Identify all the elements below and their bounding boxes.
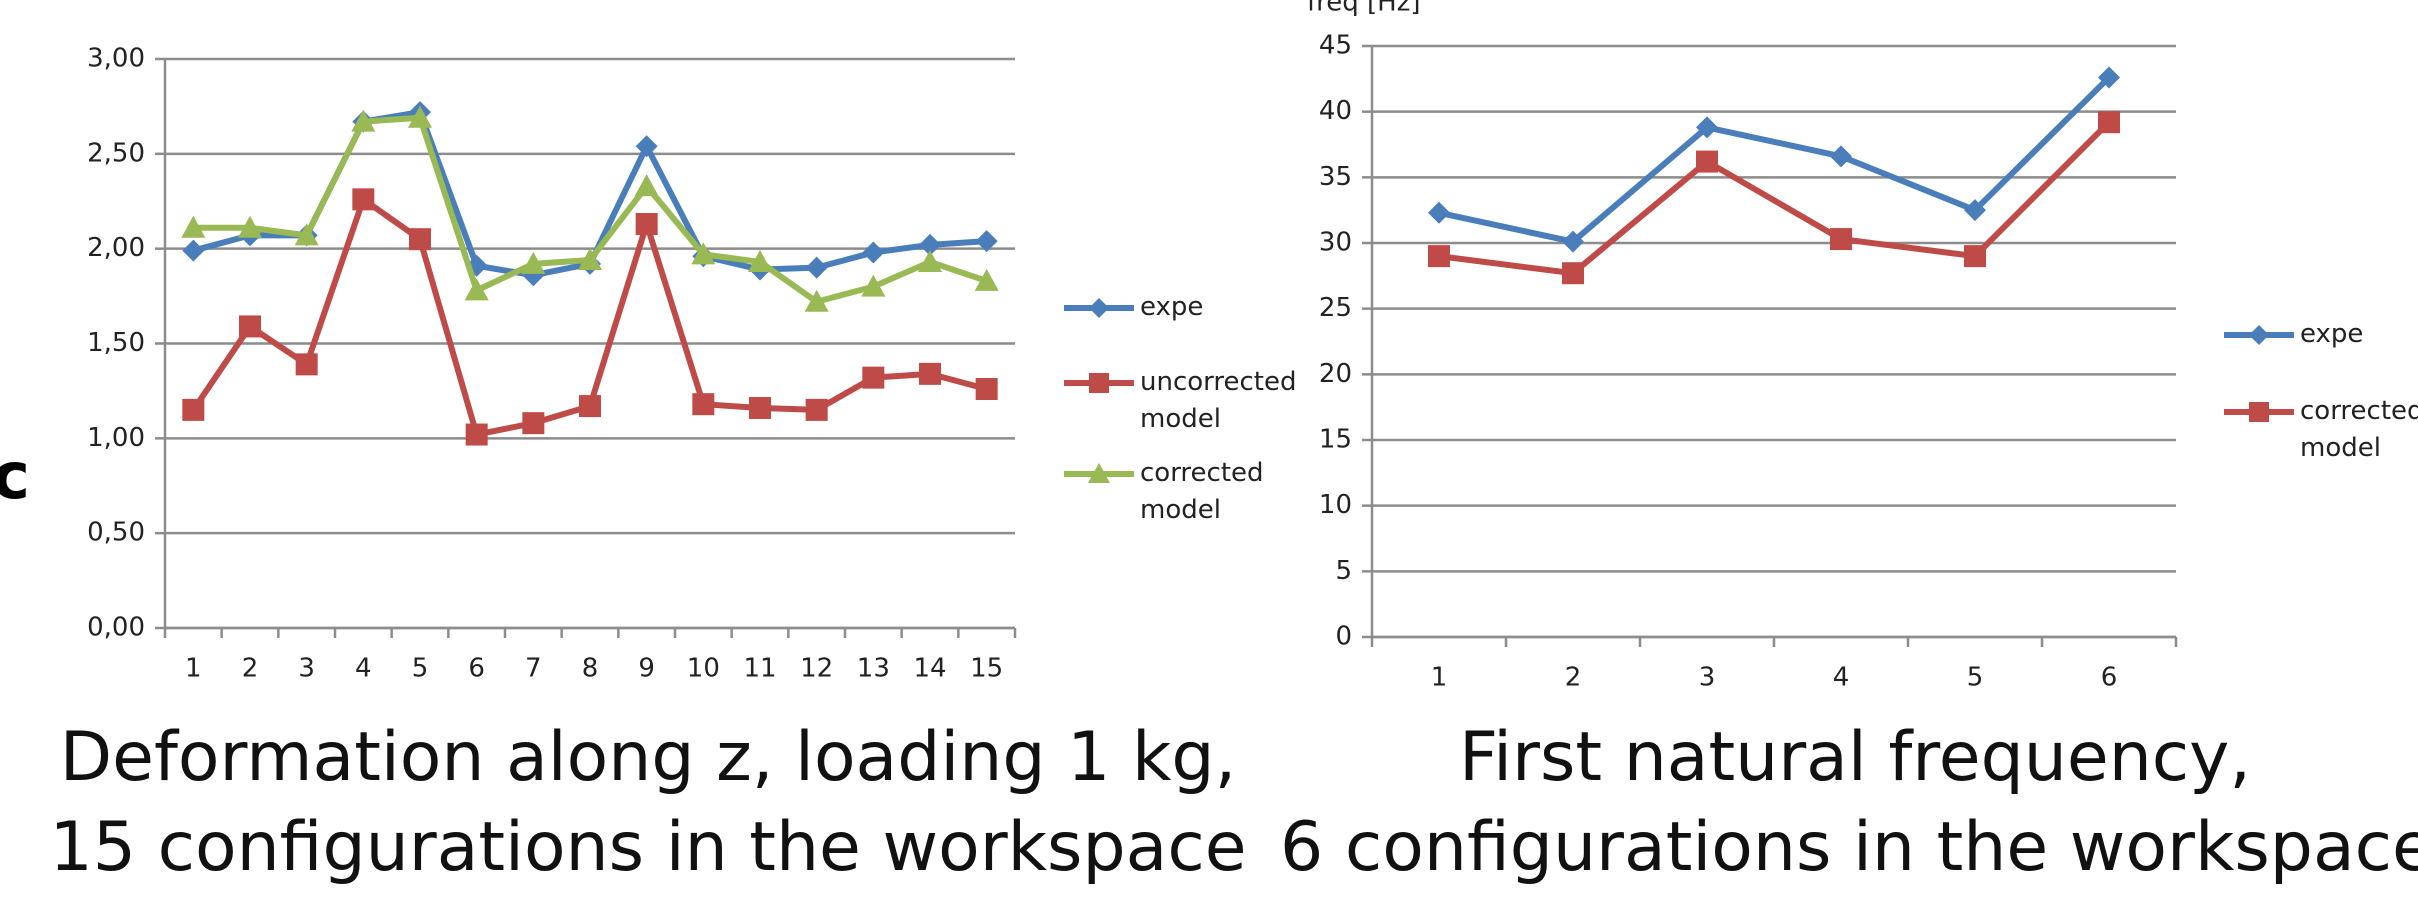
x-tick-label: 9 — [638, 654, 655, 684]
series — [1428, 67, 2120, 253]
marker — [806, 399, 828, 421]
legend-label: expe — [2300, 316, 2418, 353]
y-tick-label: 5 — [1335, 556, 1352, 586]
x-tick-label: 5 — [412, 654, 429, 684]
legend-marker — [2249, 402, 2269, 422]
y-tick-label: 45 — [1319, 31, 1352, 61]
x-tick-label: 5 — [1967, 663, 1984, 693]
series — [1428, 111, 2120, 284]
marker — [749, 397, 771, 419]
y-tick-label: 2,00 — [87, 233, 145, 263]
series — [181, 106, 998, 312]
legend-label: expe — [1140, 289, 1320, 326]
legend-swatch — [2224, 402, 2294, 422]
y-axis-label: freq [Hz] — [1307, 0, 1421, 18]
marker — [918, 250, 942, 272]
marker — [919, 363, 941, 385]
caption: Deformation along z, loading 1 kg, — [0, 718, 1298, 797]
x-tick-label: 13 — [857, 654, 890, 684]
y-tick-label: 40 — [1319, 96, 1352, 126]
legend-marker — [1089, 373, 1109, 393]
y-tick-label: 1,00 — [87, 423, 145, 453]
x-tick-label: 7 — [525, 654, 542, 684]
y-tick-label: 20 — [1319, 359, 1352, 389]
marker — [1830, 145, 1852, 167]
x-tick-label: 4 — [355, 654, 372, 684]
y-tick-label: 15 — [1319, 425, 1352, 455]
x-tick-label: 1 — [185, 654, 202, 684]
x-tick-label: 11 — [743, 654, 776, 684]
x-tick-label: 2 — [242, 654, 259, 684]
caption: 6 configurations in the workspace — [1280, 808, 2418, 887]
x-tick-label: 1 — [1431, 663, 1448, 693]
marker — [862, 367, 884, 389]
y-tick-label: 25 — [1319, 293, 1352, 323]
x-tick-label: 6 — [468, 654, 485, 684]
legend-swatch — [1064, 373, 1134, 393]
legend-swatch — [1064, 463, 1134, 483]
marker — [1830, 228, 1852, 250]
legend-marker — [1089, 298, 1109, 318]
x-tick-label: 3 — [298, 654, 315, 684]
marker — [182, 399, 204, 421]
legend-label: corrected model — [2300, 393, 2418, 467]
x-tick-label: 8 — [582, 654, 599, 684]
y-tick-label: 2,50 — [87, 138, 145, 168]
y-tick-label: 0,00 — [87, 613, 145, 643]
marker — [636, 213, 658, 235]
x-tick-label: 10 — [687, 654, 720, 684]
marker — [522, 412, 544, 434]
y-tick-label: 0,50 — [87, 518, 145, 548]
legend-label: corrected model — [1140, 455, 1320, 529]
x-tick-label: 3 — [1699, 663, 1716, 693]
side-label: c — [0, 440, 30, 514]
y-tick-label: 35 — [1319, 162, 1352, 192]
marker — [466, 424, 488, 446]
marker — [1562, 262, 1584, 284]
series-line — [1439, 78, 2109, 242]
x-tick-label: 15 — [970, 654, 1003, 684]
y-tick-label: 0 — [1335, 622, 1352, 652]
marker — [1696, 151, 1718, 173]
caption: 15 configurations in the workspace — [0, 808, 1298, 887]
y-tick-label: 10 — [1319, 490, 1352, 520]
legend-swatch — [2224, 325, 2294, 345]
legend-marker — [2249, 325, 2269, 345]
y-tick-label: 30 — [1319, 228, 1352, 258]
marker — [239, 315, 261, 337]
marker — [1428, 245, 1450, 267]
caption: First natural frequency, — [1280, 718, 2418, 797]
marker — [806, 257, 828, 279]
marker — [2098, 111, 2120, 133]
marker — [692, 393, 714, 415]
x-tick-label: 14 — [913, 654, 946, 684]
marker — [1428, 202, 1450, 224]
legend-swatch — [1064, 298, 1134, 318]
marker — [352, 188, 374, 210]
marker — [296, 353, 318, 375]
marker — [409, 228, 431, 250]
legend-label: uncorrected model — [1140, 364, 1320, 438]
page: {"side_label": "c", "chart_data": [ {"ty… — [0, 0, 2418, 898]
marker — [182, 240, 204, 262]
marker — [976, 378, 998, 400]
x-tick-label: 6 — [2101, 663, 2118, 693]
y-tick-label: 3,00 — [87, 44, 145, 74]
x-tick-label: 12 — [800, 654, 833, 684]
x-tick-label: 2 — [1565, 663, 1582, 693]
marker — [1964, 245, 1986, 267]
marker — [579, 395, 601, 417]
marker — [862, 241, 884, 263]
y-tick-label: 1,50 — [87, 328, 145, 358]
marker — [635, 174, 659, 196]
x-tick-label: 4 — [1833, 663, 1850, 693]
